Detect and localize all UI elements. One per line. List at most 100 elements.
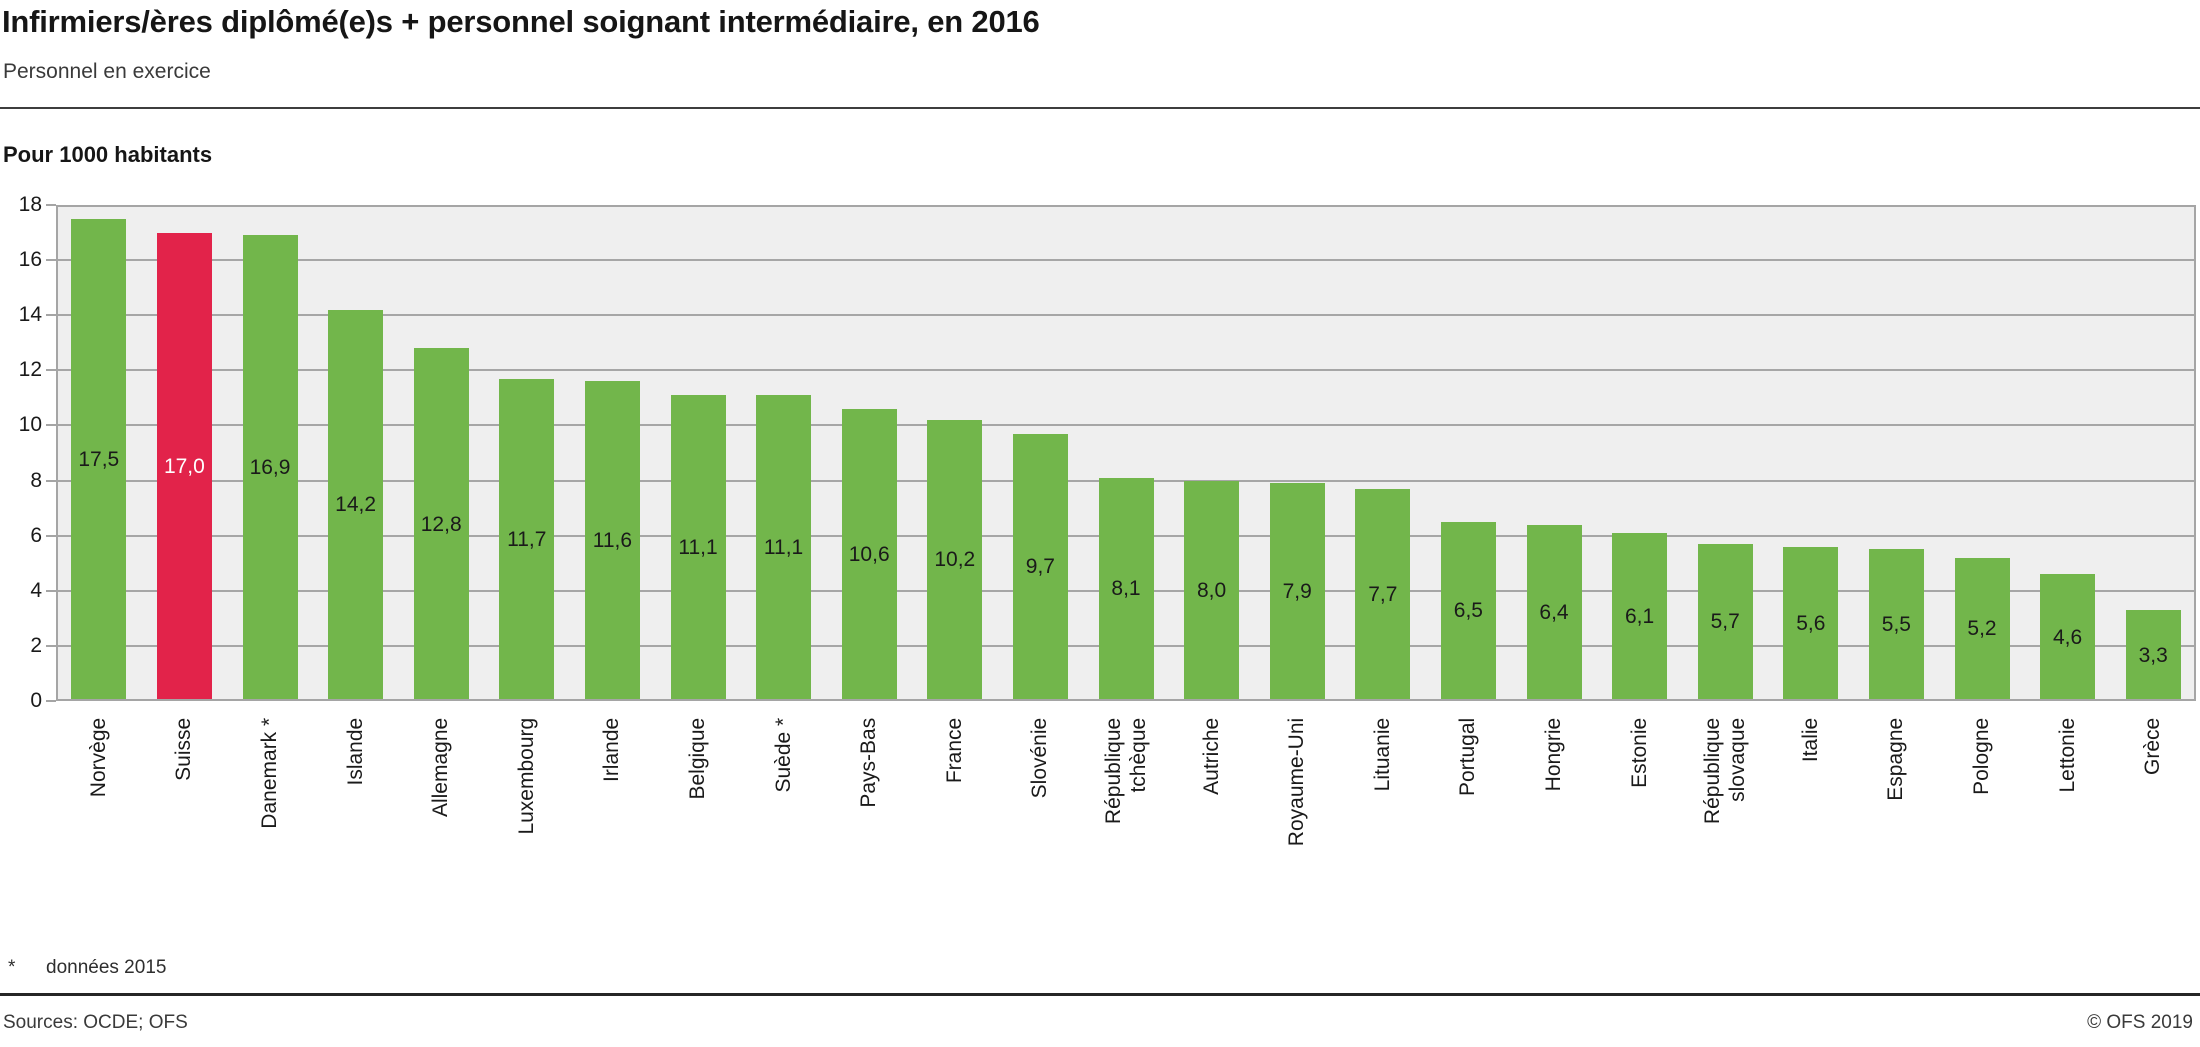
x-axis-label-line: Espagne	[1884, 717, 1908, 801]
x-axis-label-line: Grèce	[2141, 717, 2165, 776]
x-axis-label: Royaume-Uni	[1254, 712, 1340, 912]
bar	[927, 419, 983, 699]
y-tick-label: 4	[30, 578, 42, 602]
bar-value-label: 7,9	[1282, 580, 1312, 604]
y-tick-label: 14	[18, 303, 42, 327]
bar	[1612, 532, 1668, 699]
x-axis-label: Irlande	[570, 712, 656, 912]
x-axis-label-line: Luxembourg	[515, 717, 539, 835]
x-axis-label: Grèce	[2110, 712, 2196, 912]
bar	[756, 395, 812, 699]
bar-value-label: 17,0	[163, 454, 205, 478]
bar	[1355, 488, 1411, 699]
x-axis-label: Portugal	[1426, 712, 1512, 912]
y-tick-mark	[46, 479, 56, 482]
x-axis-label-line: Belgique	[686, 717, 710, 800]
bar-value-label: 14,2	[335, 493, 377, 517]
x-axis-label-line: Suisse	[172, 717, 196, 782]
x-axis-label: Italie	[1768, 712, 1854, 912]
y-tick-label: 8	[30, 468, 42, 492]
x-axis-label: Lettonie	[2025, 712, 2111, 912]
x-axis-label-line: Pays-Bas	[857, 717, 881, 808]
x-axis-label: Luxembourg	[484, 712, 570, 912]
bar	[584, 381, 640, 699]
bar-value-label: 4,6	[2052, 625, 2083, 649]
bar-value-label: 16,9	[249, 456, 291, 480]
x-axis-label-line: Royaume-Uni	[1285, 717, 1309, 847]
x-axis-label-line: Lituanie	[1371, 717, 1395, 792]
x-axis-label: Slovénie	[998, 712, 1084, 912]
bar	[1783, 546, 1839, 699]
bar-value-label: 5,5	[1881, 613, 1911, 637]
x-axis-label-line: Autriche	[1200, 717, 1224, 796]
x-axis-label: Belgique	[655, 712, 741, 912]
x-axis-label: Autriche	[1169, 712, 1255, 912]
y-tick-label: 16	[18, 248, 42, 272]
y-tick-mark	[46, 424, 56, 427]
bar-value-label: 10,2	[934, 548, 976, 572]
x-axis-label-line: Hongrie	[1542, 717, 1566, 792]
bar-value-label: 11,7	[507, 527, 547, 551]
gridline	[58, 424, 2194, 427]
bar	[670, 395, 726, 699]
bar-value-label: 11,6	[592, 529, 633, 553]
bar	[1184, 480, 1240, 699]
bar	[156, 232, 212, 699]
y-tick-label: 6	[30, 523, 42, 547]
x-axis-label: Islande	[313, 712, 399, 912]
y-tick-mark	[46, 589, 56, 592]
footnote-text: données 2015	[46, 957, 167, 978]
y-tick-label: 18	[18, 193, 42, 216]
bar-value-label: 10,6	[848, 542, 890, 566]
bar	[1269, 483, 1325, 699]
gridline	[58, 314, 2194, 317]
y-tick-mark	[46, 259, 56, 262]
bar-value-label: 17,5	[78, 447, 120, 471]
x-axis-label: Allemagne	[398, 712, 484, 912]
x-axis-label-line: Islande	[344, 717, 368, 786]
y-tick-label: 0	[30, 689, 42, 712]
copyright-text: © OFS 2019	[2087, 1012, 2193, 1033]
page-title: Infirmiers/ères diplômé(e)s + personnel …	[2, 4, 1040, 39]
bar	[1868, 549, 1924, 699]
y-axis-title: Pour 1000 habitants	[3, 142, 213, 167]
bar	[1526, 524, 1582, 699]
x-axis-label-line: Portugal	[1456, 717, 1480, 797]
x-axis-label-line: Suède *	[772, 717, 796, 793]
y-tick-mark	[46, 314, 56, 317]
gridline	[58, 369, 2194, 372]
y-tick-mark	[46, 369, 56, 372]
bar-value-label: 3,3	[2138, 643, 2168, 667]
bar-value-label: 7,7	[1368, 582, 1398, 606]
x-axis-label: Pologne	[1939, 712, 2025, 912]
bar-value-label: 12,8	[420, 512, 462, 536]
bar-value-label: 6,4	[1539, 600, 1569, 624]
footer-divider	[0, 993, 2200, 996]
x-axis-label: Norvège	[56, 712, 142, 912]
bar	[328, 309, 384, 699]
y-tick-mark	[46, 700, 56, 702]
bar	[2125, 610, 2181, 699]
x-axis-label-line: Pologne	[1970, 717, 1994, 796]
y-tick-mark	[46, 534, 56, 537]
x-axis-label-line: France	[943, 717, 967, 784]
x-axis-label: Estonie	[1597, 712, 1683, 912]
bar-value-label: 5,2	[1967, 617, 1997, 641]
bar	[2040, 574, 2096, 699]
bar	[413, 348, 469, 699]
x-axis-label-line: Slovénie	[1028, 717, 1052, 799]
x-axis-label: Hongrie	[1511, 712, 1597, 912]
bar	[1440, 521, 1496, 699]
bar	[499, 378, 555, 699]
gridline	[58, 259, 2194, 262]
x-axis-label-line: Danemark *	[258, 717, 282, 829]
bar	[1012, 433, 1068, 699]
x-axis-label: République slovaque	[1682, 712, 1768, 912]
y-tick-label: 2	[30, 633, 42, 657]
bar	[1954, 557, 2010, 699]
x-axis-label-line: Allemagne	[429, 717, 453, 818]
x-axis-label: Suède *	[741, 712, 827, 912]
x-axis-label-line: Estonie	[1628, 717, 1652, 789]
x-axis-label: Pays-Bas	[826, 712, 912, 912]
